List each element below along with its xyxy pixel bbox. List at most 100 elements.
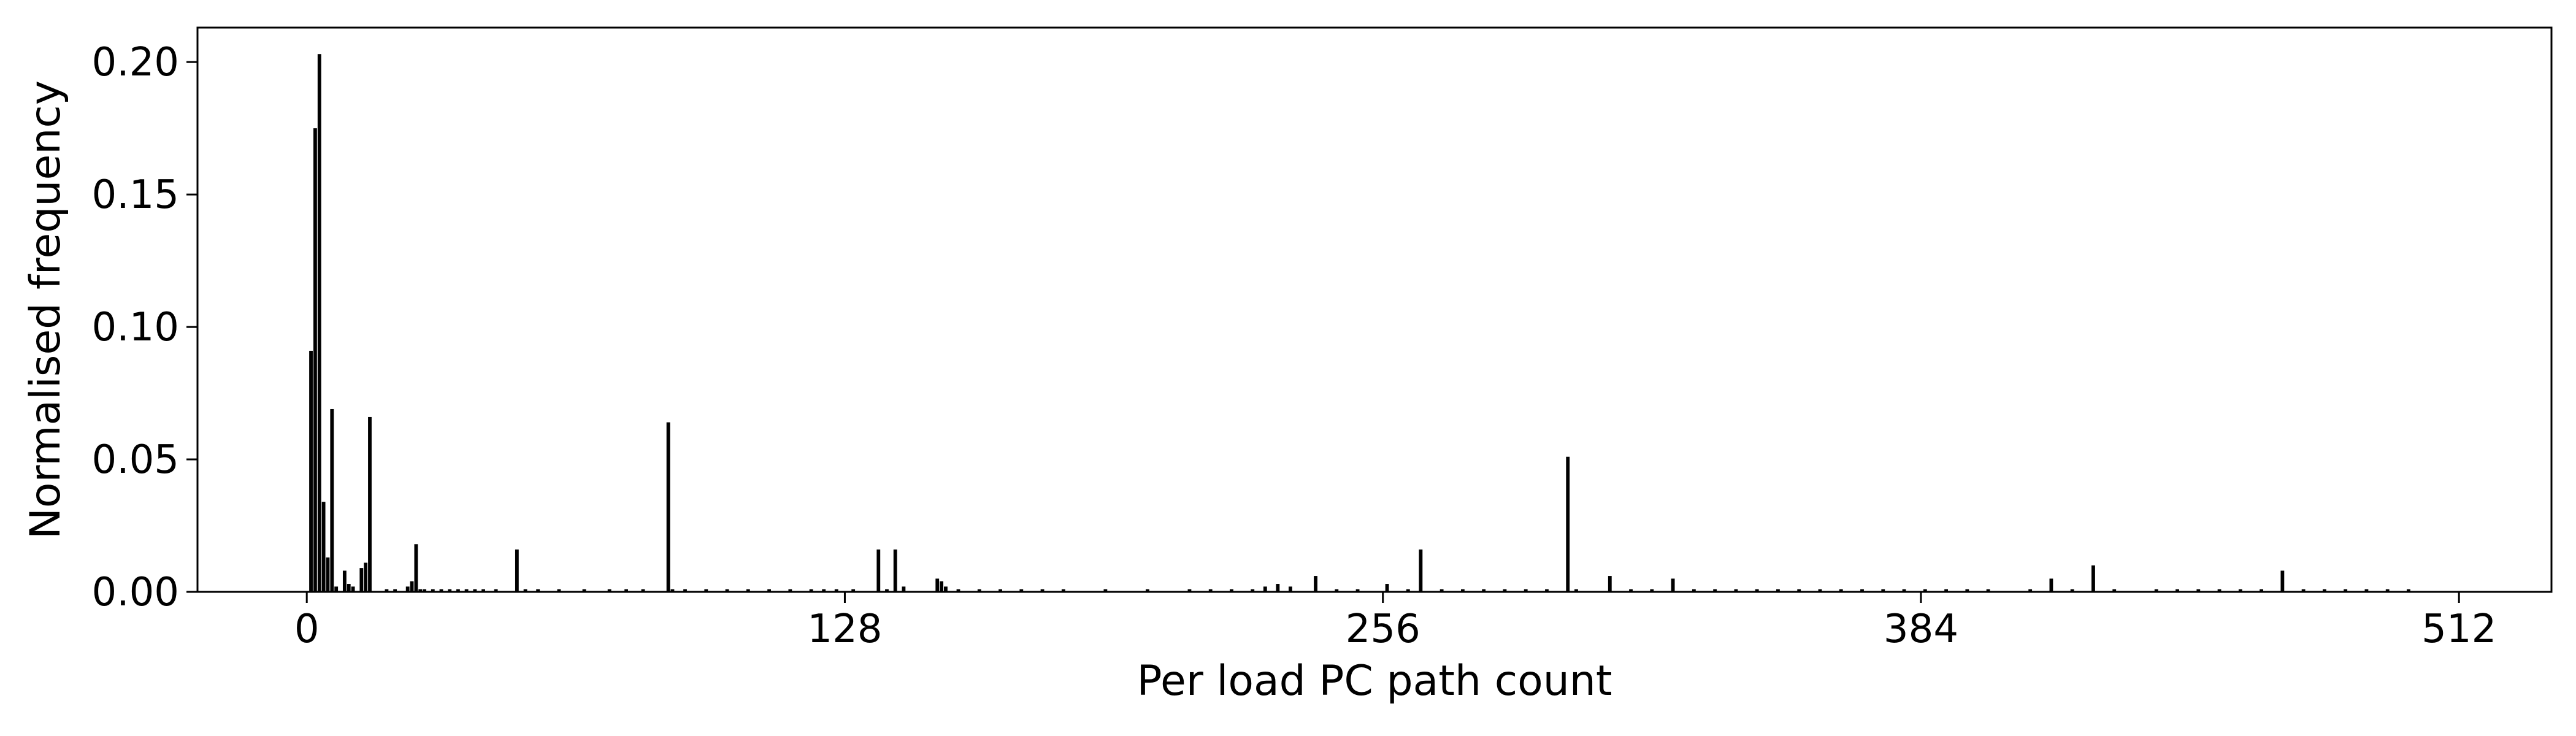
bar	[2154, 589, 2158, 592]
bar	[2028, 589, 2033, 592]
bar	[1289, 586, 1292, 592]
bar	[1881, 589, 1885, 592]
bar	[788, 589, 792, 592]
bar	[1335, 589, 1339, 592]
bar	[822, 589, 826, 592]
bar	[999, 589, 1002, 592]
bar	[464, 589, 469, 592]
bar	[2385, 589, 2390, 592]
bar	[1461, 589, 1465, 592]
bar	[1406, 589, 1410, 592]
bar	[1314, 576, 1317, 592]
bar	[1860, 589, 1864, 592]
bar	[405, 586, 410, 592]
bar	[317, 54, 321, 592]
bar	[410, 581, 414, 592]
bar	[2364, 589, 2369, 592]
bar	[1040, 589, 1045, 592]
bar	[1145, 589, 1149, 592]
bar	[670, 589, 675, 592]
bar	[368, 416, 372, 592]
bar	[473, 589, 477, 592]
bar	[1276, 584, 1280, 592]
bar	[1629, 589, 1633, 592]
bar	[309, 350, 313, 592]
x-tick-label: 512	[2421, 607, 2496, 652]
bar	[515, 549, 519, 592]
bar	[704, 589, 708, 592]
bar	[1251, 589, 1255, 592]
bar	[666, 422, 670, 592]
bar	[944, 586, 948, 592]
bar	[1524, 589, 1528, 592]
bar	[1419, 549, 1423, 592]
bar	[746, 589, 750, 592]
bar	[885, 589, 889, 592]
bar	[448, 589, 452, 592]
y-axis-ticks: 0.00 0.05 0.10 0.15 0.20	[92, 40, 197, 615]
bar	[1566, 456, 1570, 592]
bar	[2260, 589, 2264, 592]
bar	[607, 589, 611, 592]
bar	[851, 589, 856, 592]
bar	[1355, 589, 1360, 592]
bar-series	[309, 54, 2410, 592]
x-tick-label: 128	[807, 607, 882, 652]
bar	[1965, 589, 1969, 592]
y-tick-label: 0.20	[92, 40, 180, 85]
bar	[876, 549, 881, 592]
bar	[1019, 589, 1024, 592]
bar	[1608, 576, 1612, 592]
bar	[2407, 589, 2410, 592]
bar	[2301, 589, 2306, 592]
x-tick-label: 0	[294, 607, 320, 652]
bar	[321, 502, 326, 592]
bar	[342, 570, 347, 592]
bar	[767, 589, 771, 592]
bar	[385, 589, 389, 592]
bar	[1986, 589, 1990, 592]
bar	[313, 128, 317, 592]
bar	[1902, 589, 1906, 592]
bar	[494, 589, 498, 592]
bar	[557, 589, 561, 592]
x-axis-label: Per load PC path count	[1137, 657, 1612, 705]
bar	[439, 589, 443, 592]
bar	[2322, 589, 2326, 592]
y-tick-label: 0.05	[92, 437, 180, 483]
bar	[893, 549, 897, 592]
bar	[334, 586, 339, 592]
y-tick-label: 0.15	[92, 172, 180, 218]
bar	[1263, 586, 1267, 592]
bar	[423, 589, 427, 592]
bar	[1385, 584, 1389, 592]
bar	[359, 568, 364, 592]
y-tick-label: 0.00	[92, 570, 180, 615]
bar	[1839, 589, 1843, 592]
y-tick-label: 0.10	[92, 305, 180, 350]
bar	[418, 589, 423, 592]
bar	[940, 581, 943, 592]
y-axis-label: Normalised frequency	[21, 80, 70, 539]
bar	[1574, 589, 1578, 592]
bar	[347, 584, 351, 592]
bar	[1923, 589, 1927, 592]
bar	[1944, 589, 1948, 592]
bar	[1692, 589, 1696, 592]
bar	[641, 589, 645, 592]
bar	[582, 589, 586, 592]
bar	[326, 557, 330, 592]
bar	[2238, 589, 2242, 592]
bar	[523, 589, 527, 592]
bar	[330, 408, 334, 592]
bar	[1061, 589, 1065, 592]
bar	[1545, 589, 1549, 592]
x-axis-ticks: 0 128 256 384 512	[294, 592, 2496, 652]
bar	[2217, 589, 2221, 592]
bar	[1482, 589, 1486, 592]
bar	[414, 544, 418, 592]
bar	[393, 589, 397, 592]
bar	[725, 589, 729, 592]
bar	[536, 589, 540, 592]
